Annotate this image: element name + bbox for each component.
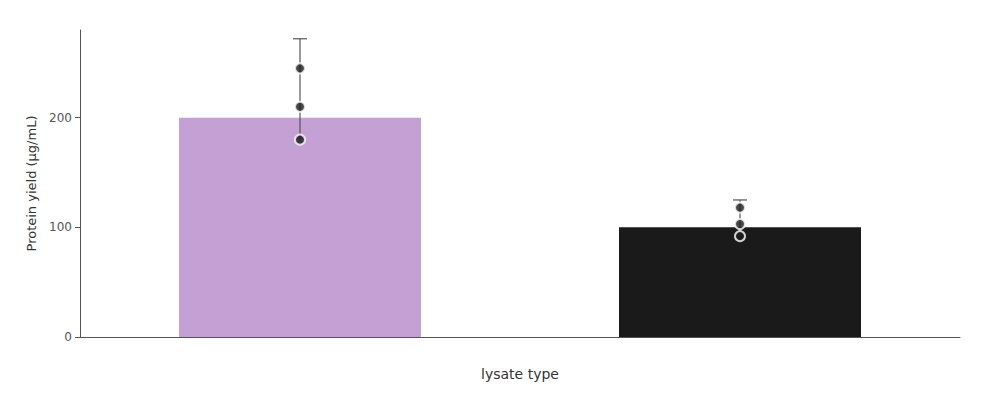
svg-text:Protein yield (μg/mL): Protein yield (μg/mL) <box>24 116 39 252</box>
svg-text:lysate type: lysate type <box>481 366 559 382</box>
svg-text:200: 200 <box>49 111 72 125</box>
svg-text:0: 0 <box>64 330 72 344</box>
svg-text:100: 100 <box>49 220 72 234</box>
